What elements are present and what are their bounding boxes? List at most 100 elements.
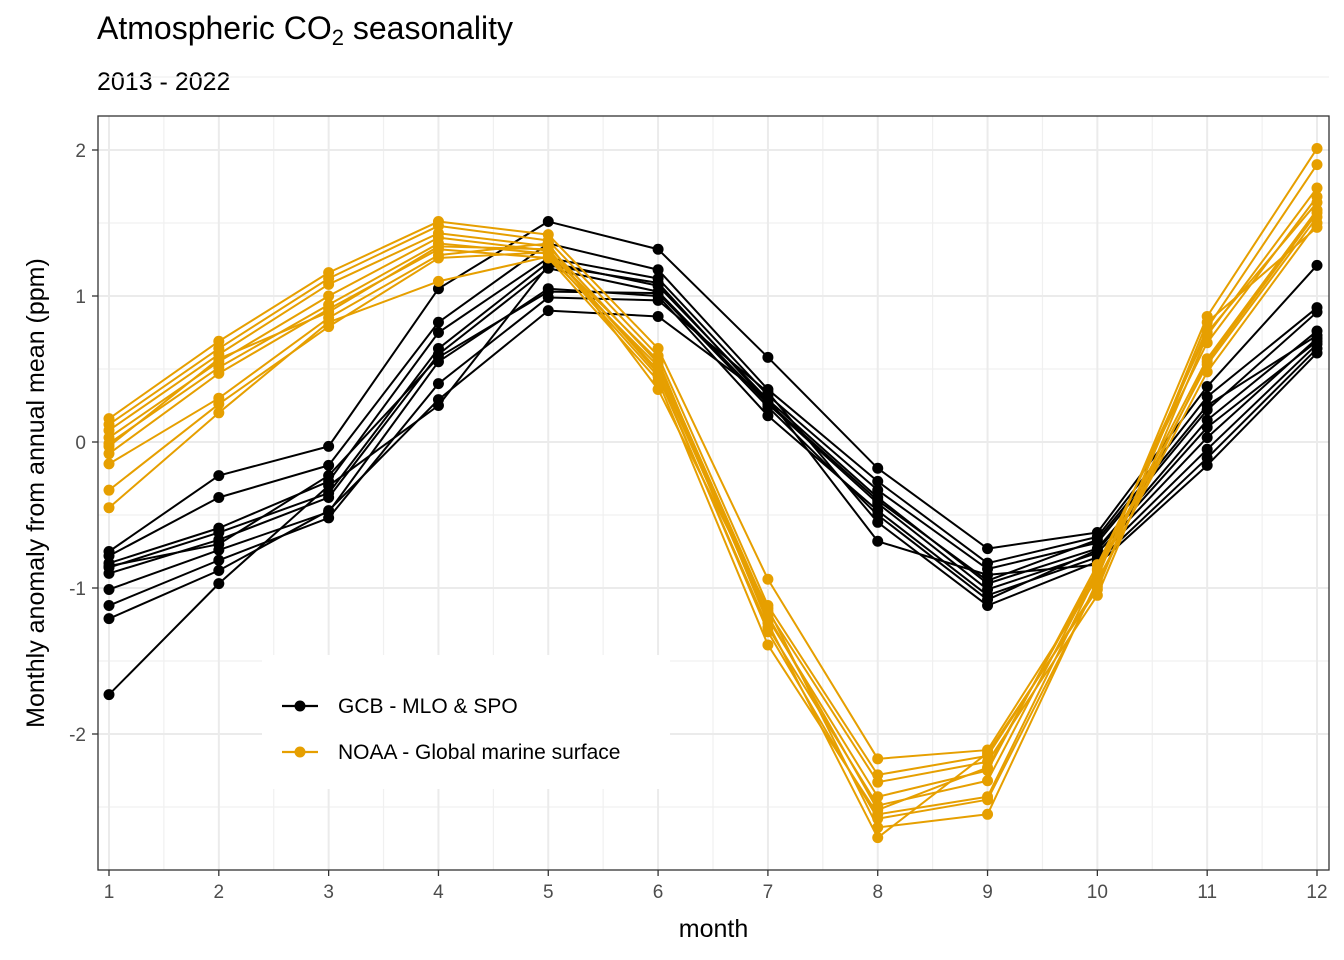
x-tick-label: 3 <box>323 882 334 903</box>
data-point <box>982 808 994 820</box>
data-point <box>652 310 664 322</box>
series-line <box>108 201 1318 811</box>
legend-label: GCB - MLO & SPO <box>338 695 518 718</box>
data-point <box>1201 391 1213 403</box>
x-tick-label: 2 <box>214 882 225 903</box>
data-point <box>323 491 335 503</box>
data-point <box>1311 207 1323 219</box>
data-point <box>1201 366 1213 378</box>
data-point <box>872 776 884 788</box>
x-axis: 1 2 3 4 5 6 7 8 9 10 11 12 <box>104 870 1328 903</box>
data-point <box>1311 159 1323 171</box>
data-point <box>213 564 225 576</box>
data-point <box>213 538 225 550</box>
data-point <box>872 509 884 521</box>
legend-background <box>262 655 670 789</box>
data-point <box>432 252 444 264</box>
data-point <box>982 762 994 774</box>
data-point <box>1201 443 1213 455</box>
data-point <box>652 277 664 289</box>
data-point <box>103 613 115 625</box>
data-point <box>213 491 225 503</box>
y-tick-label: 0 <box>75 433 86 454</box>
data-point <box>652 264 664 276</box>
data-point <box>872 813 884 825</box>
y-axis-title: Monthly anomaly from annual mean (ppm) <box>22 258 50 728</box>
data-point <box>762 639 774 651</box>
data-point <box>103 458 115 470</box>
data-point <box>213 578 225 590</box>
data-point <box>982 775 994 787</box>
data-point <box>103 502 115 514</box>
title-suffix: seasonality <box>343 10 513 46</box>
data-point <box>1201 421 1213 433</box>
data-point <box>1201 327 1213 338</box>
data-point <box>1201 381 1213 393</box>
legend-key-point <box>294 746 306 758</box>
data-point <box>872 832 884 844</box>
data-point <box>652 287 664 299</box>
data-point <box>432 316 444 328</box>
data-point <box>323 306 335 318</box>
data-point <box>323 470 335 482</box>
x-tick-label: 12 <box>1306 882 1327 903</box>
x-tick-label: 8 <box>872 882 883 903</box>
data-point <box>652 243 664 255</box>
series-layer <box>103 143 1323 844</box>
legend: GCB - MLO & SPO NOAA - Global marine surf… <box>262 655 670 789</box>
y-tick-label: -2 <box>69 725 86 746</box>
data-point <box>542 216 554 228</box>
data-point <box>872 535 884 547</box>
data-point <box>872 804 884 816</box>
data-point <box>432 327 444 338</box>
legend-key-point <box>294 700 306 712</box>
data-point <box>323 459 335 471</box>
chart-title: Atmospheric CO2 seasonality <box>97 10 513 51</box>
data-point <box>103 484 115 496</box>
legend-item: NOAA - Global marine surface <box>282 741 620 764</box>
data-point <box>652 367 664 379</box>
data-point <box>1091 534 1103 546</box>
x-tick-label: 1 <box>104 882 115 903</box>
x-tick-label: 6 <box>653 882 664 903</box>
data-point <box>103 560 115 572</box>
data-point <box>323 316 335 328</box>
series-line <box>108 257 1318 571</box>
data-point <box>432 378 444 390</box>
data-point <box>762 626 774 638</box>
data-point <box>982 594 994 606</box>
data-point <box>213 353 225 365</box>
y-tick-label: 1 <box>75 287 86 308</box>
title-text: Atmospheric CO <box>97 10 332 46</box>
data-point <box>1091 544 1103 556</box>
data-point <box>1091 578 1103 590</box>
legend-label: NOAA - Global marine surface <box>338 741 620 764</box>
y-axis: 2 1 0 -1 -2 <box>69 141 98 746</box>
data-point <box>1201 356 1213 368</box>
data-point <box>982 543 994 555</box>
data-point <box>103 440 115 452</box>
title-subscript: 2 <box>331 25 344 50</box>
data-point <box>982 794 994 806</box>
data-point <box>213 398 225 410</box>
data-point <box>103 583 115 595</box>
data-point <box>103 689 115 701</box>
x-tick-label: 7 <box>763 882 774 903</box>
data-point <box>762 401 774 413</box>
data-point <box>103 600 115 612</box>
data-point <box>432 240 444 252</box>
data-point <box>1091 563 1103 575</box>
data-point <box>982 575 994 587</box>
data-point <box>1311 259 1323 271</box>
series-line <box>108 264 1318 696</box>
data-point <box>872 821 884 833</box>
data-point <box>1311 306 1323 318</box>
series-line <box>108 242 1318 565</box>
data-point <box>762 410 774 422</box>
data-point <box>872 494 884 506</box>
data-point <box>542 305 554 317</box>
data-point <box>1311 143 1323 155</box>
data-point <box>1201 400 1213 411</box>
data-point <box>1201 432 1213 444</box>
data-point <box>872 753 884 765</box>
